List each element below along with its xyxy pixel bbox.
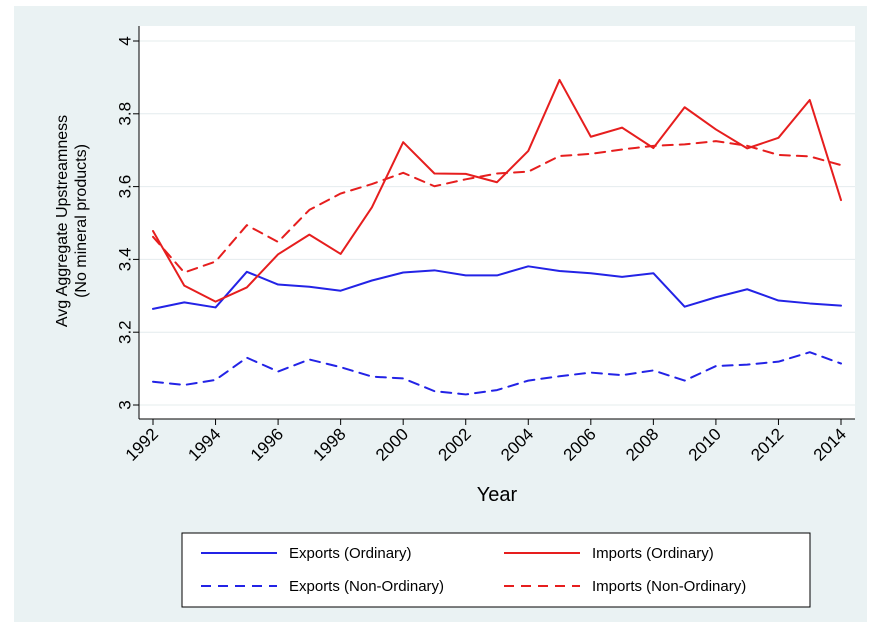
legend-label-exports-ordinary: Exports (Ordinary): [289, 545, 412, 562]
x-axis-title: Year: [477, 484, 518, 506]
series-lines: [152, 78, 842, 396]
plot-area: [139, 26, 855, 419]
series-line-0: [152, 265, 842, 310]
series-line-2: [152, 351, 842, 396]
series-line-1: [152, 78, 842, 303]
x-tick-label: 1992: [122, 425, 162, 465]
x-tick-label: 2008: [622, 425, 662, 465]
x-tick-label: 2012: [747, 425, 787, 465]
legend-box: [181, 532, 811, 608]
y-tick-label: 3.8: [115, 102, 134, 126]
y-tick-label: 3.4: [115, 248, 134, 272]
legend: Exports (Ordinary) Imports (Ordinary) Ex…: [181, 532, 811, 608]
x-tick-label: 1994: [184, 425, 224, 465]
legend-label-imports-non-ordinary: Imports (Non-Ordinary): [592, 578, 746, 595]
y-tick-label: 3: [115, 400, 134, 409]
grid-lines: [139, 40, 855, 406]
x-tick-label: 2000: [372, 425, 412, 465]
legend-label-exports-non-ordinary: Exports (Non-Ordinary): [289, 578, 444, 595]
x-tick-label: 2014: [810, 425, 850, 465]
legend-label-imports-ordinary: Imports (Ordinary): [592, 545, 714, 562]
x-tick-label: 1996: [247, 425, 287, 465]
x-tick-label: 2002: [435, 425, 475, 465]
y-tick-label: 3.2: [115, 320, 134, 344]
y-axis-title-line2: (No mineral products): [73, 144, 90, 298]
x-tick-label: 1998: [309, 425, 349, 465]
y-axis-title-line1: Avg Aggregate Upstreamness: [54, 115, 71, 327]
x-tick-label: 2010: [685, 425, 725, 465]
y-tick-label: 4: [115, 36, 134, 45]
x-tick-label: 2004: [497, 425, 537, 465]
series-line-3: [152, 140, 842, 274]
y-tick-label: 3.6: [115, 175, 134, 199]
x-axis-ticks: 1992 1994 1996 1998 2000 2002 2004 2006 2008 2010…: [122, 419, 850, 465]
y-axis-ticks: 3 3.2 3.4 3.6 3.8 4: [115, 36, 139, 410]
x-tick-label: 2006: [560, 425, 600, 465]
